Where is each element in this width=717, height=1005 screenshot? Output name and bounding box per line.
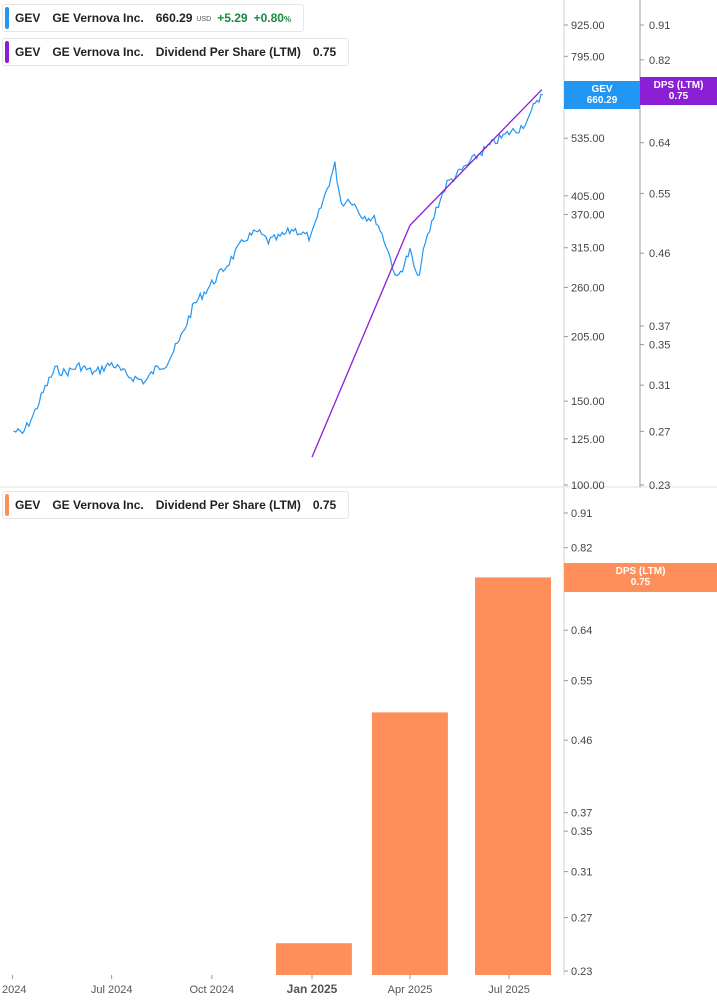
price-series-line <box>13 93 543 435</box>
legend-dps[interactable]: GEV GE Vernova Inc. Dividend Per Share (… <box>2 38 350 66</box>
price-tick-label: 205.00 <box>571 332 605 344</box>
price-tick-label: 315.00 <box>571 243 605 255</box>
bar-tick-label: 0.35 <box>571 826 592 838</box>
dps-bar <box>275 943 352 975</box>
legend-dps-value: 0.75 <box>312 45 337 59</box>
dps-series-line <box>311 89 543 458</box>
price-tag-value: 660.29 <box>586 95 618 106</box>
bar-tick-label: 0.27 <box>571 913 592 925</box>
bar-tick-label: 0.91 <box>571 508 592 520</box>
dps-tick-label: 0.55 <box>649 188 670 200</box>
legend-price-swatch <box>5 7 9 29</box>
dps-tick-label: 0.64 <box>649 138 670 150</box>
price-tick-label: 100.00 <box>571 480 605 492</box>
legend-dps-metric: Dividend Per Share (LTM) <box>155 45 301 59</box>
dps-tick-label: 0.31 <box>649 380 670 392</box>
bar-tick-label: 0.82 <box>571 543 592 555</box>
legend-price-value: 660.29 <box>155 11 193 25</box>
price-tag: GEV 660.29 <box>564 81 640 109</box>
dps-tick-label: 0.91 <box>649 20 670 32</box>
bar-tick-label: 0.37 <box>571 808 592 820</box>
legend-dps-swatch <box>5 41 9 63</box>
dps-bar <box>475 577 551 975</box>
dps-tag: DPS (LTM) 0.75 <box>640 77 717 105</box>
legend-dps-bottom[interactable]: GEV GE Vernova Inc. Dividend Per Share (… <box>2 491 350 519</box>
price-tick-label: 535.00 <box>571 133 605 145</box>
legend-dps-bottom-metric: Dividend Per Share (LTM) <box>155 498 301 512</box>
dps-tick-label: 0.23 <box>649 480 670 492</box>
bar-tick-label: 0.46 <box>571 735 592 747</box>
bar-tick-label: 0.64 <box>571 625 592 637</box>
legend-dps-company: GE Vernova Inc. <box>52 45 144 59</box>
price-tick-label: 925.00 <box>571 20 605 32</box>
dps-bottom-tag-label: DPS (LTM) <box>615 566 666 577</box>
legend-price-currency: USD <box>196 16 212 23</box>
dps-bottom-tag: DPS (LTM) 0.75 <box>564 563 717 592</box>
legend-price-ticker: GEV <box>15 11 41 25</box>
dps-tick-label: 0.35 <box>649 340 670 352</box>
dps-axis-ticks: 0.91 0.82 0.64 0.55 0.46 0.37 0.35 0.31 0.27 0.23 <box>640 20 670 492</box>
price-tag-ticker: GEV <box>591 84 613 95</box>
x-tick-label: Apr 2025 <box>388 984 433 996</box>
legend-price-pct-symbol: % <box>283 15 292 24</box>
x-tick-label: Jul 2025 <box>488 984 530 996</box>
bar-tick-label: 0.23 <box>571 966 592 978</box>
bar-tick-label: 0.55 <box>571 676 592 688</box>
legend-price-company: GE Vernova Inc. <box>52 11 144 25</box>
price-axis-ticks: 925.00 795.00 535.00 405.00 370.00 315.00 260.… <box>564 20 605 492</box>
price-tick-label: 370.00 <box>571 209 605 221</box>
legend-price[interactable]: GEV GE Vernova Inc. 660.29 USD +5.29 +0.… <box>2 4 305 32</box>
price-tick-label: 260.00 <box>571 282 605 294</box>
price-tick-label: 405.00 <box>571 191 605 203</box>
bar-axis-ticks: 0.91 0.82 0.64 0.55 0.46 0.37 0.35 0.31 0.27 0.23 <box>564 508 592 978</box>
dps-tick-label: 0.82 <box>649 55 670 67</box>
legend-price-change: +5.29 <box>217 11 248 25</box>
dps-tick-label: 0.46 <box>649 248 670 260</box>
legend-dps-bottom-value: 0.75 <box>312 498 337 512</box>
price-tick-label: 795.00 <box>571 51 605 63</box>
dps-bottom-tag-value: 0.75 <box>630 577 651 588</box>
legend-dps-ticker: GEV <box>15 45 41 59</box>
legend-price-change-pct: +0.80% <box>254 11 292 25</box>
legend-dps-bottom-company: GE Vernova Inc. <box>52 498 144 512</box>
x-tick-label: 2024 <box>2 984 26 996</box>
x-tick-label: Jan 2025 <box>287 982 338 996</box>
dps-bar <box>371 712 448 975</box>
price-tick-label: 125.00 <box>571 434 605 446</box>
x-tick-label: Jul 2024 <box>91 984 133 996</box>
dps-tag-value: 0.75 <box>668 91 689 102</box>
dps-tag-label: DPS (LTM) <box>653 80 704 91</box>
legend-dps-bottom-swatch <box>5 494 9 516</box>
legend-dps-bottom-ticker: GEV <box>15 498 41 512</box>
legend-price-change-pct-value: +0.80 <box>253 11 284 25</box>
bar-tick-label: 0.31 <box>571 867 592 879</box>
x-axis-ticks: 2024 Jul 2024 Oct 2024 Jan 2025 Apr 2025 Jul … <box>2 975 530 996</box>
x-tick-label: Oct 2024 <box>190 984 235 996</box>
dps-bars <box>275 577 551 975</box>
dps-tick-label: 0.27 <box>649 426 670 438</box>
dps-tick-label: 0.37 <box>649 321 670 333</box>
price-tick-label: 150.00 <box>571 396 605 408</box>
